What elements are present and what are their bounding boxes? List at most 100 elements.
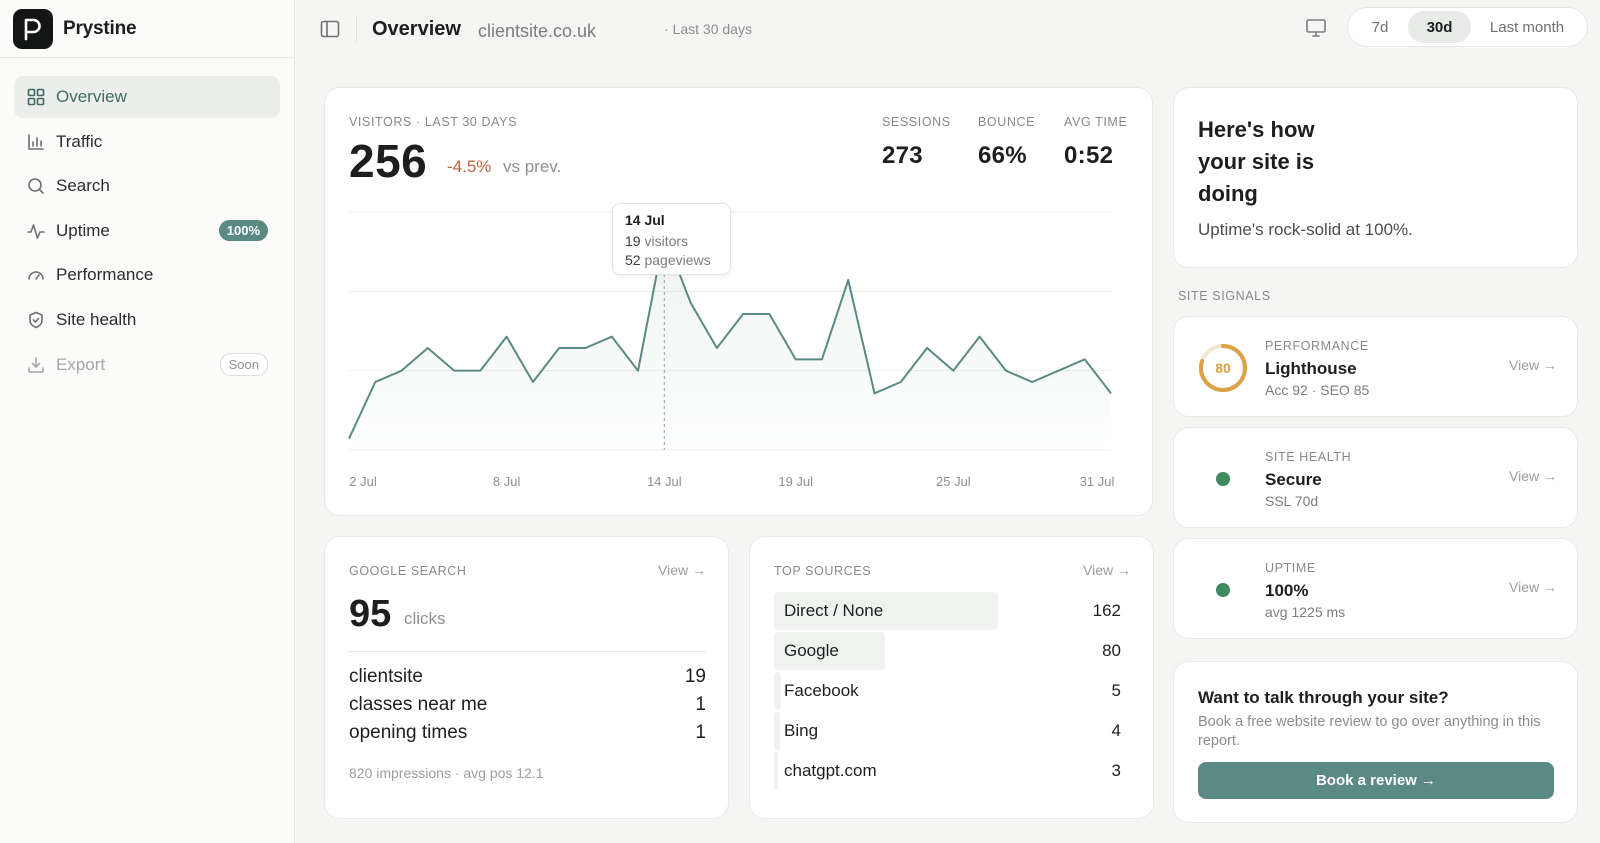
- query-clicks: 1: [695, 694, 706, 715]
- sidebar-item-traffic[interactable]: Traffic: [14, 121, 280, 163]
- uptime-view-link[interactable]: View →: [1509, 579, 1557, 595]
- top-sources-label: Top sources: [774, 564, 872, 578]
- performance-view-link[interactable]: View →: [1509, 357, 1557, 373]
- data-point: [1083, 357, 1087, 361]
- prystine-logo-icon[interactable]: [13, 8, 53, 49]
- site-domain: clientsite.co.uk: [477, 20, 597, 41]
- data-point: [1030, 380, 1034, 384]
- sidebar-item-uptime[interactable]: Uptime 100%: [14, 210, 280, 252]
- data-point: [347, 437, 351, 441]
- period-30d-button[interactable]: 30d: [1408, 11, 1471, 43]
- shield-icon: [26, 310, 46, 330]
- avg-time-stat: Avg time 0:52: [1064, 115, 1127, 170]
- summary-title: Here's how your site is doing: [1198, 117, 1315, 206]
- signal-caption: Uptime: [1265, 561, 1316, 575]
- uptime-signal-card[interactable]: Uptime 100% avg 1225 ms View →: [1173, 538, 1578, 639]
- review-cta-card: Want to talk through your site? Book a f…: [1173, 661, 1578, 823]
- performance-signal-card[interactable]: 80 Performance Lighthouse Acc 92 · SEO 8…: [1173, 316, 1578, 417]
- tooltip-date: 14 Jul: [625, 212, 665, 228]
- cta-subtitle: Book a free website review to go over an…: [1198, 714, 1541, 749]
- sidebar-item-performance[interactable]: Performance: [14, 254, 280, 296]
- period-7d-button[interactable]: 7d: [1371, 18, 1389, 36]
- google-clicks-count: 95: [349, 593, 392, 635]
- visitors-delta-suffix: vs prev.: [503, 157, 562, 176]
- source-value: 4: [1111, 721, 1121, 740]
- signal-texts: Performance Lighthouse Acc 92 · SEO 85: [1265, 339, 1369, 398]
- source-row[interactable]: chatgpt.com 3: [774, 752, 1121, 790]
- google-clicks-unit: clicks: [404, 609, 446, 628]
- data-point: [452, 369, 456, 373]
- source-bar: [774, 752, 778, 790]
- sidebar-item-overview[interactable]: Overview: [14, 76, 280, 118]
- source-value: 5: [1111, 681, 1121, 700]
- signal-sub: Acc 92 · SEO 85: [1265, 382, 1370, 398]
- google-search-label: Google Search: [349, 564, 467, 578]
- site-health-signal-card[interactable]: Site health Secure SSL 70d View →: [1173, 427, 1578, 528]
- sidebar-item-label: Overview: [56, 87, 127, 106]
- period-selector: 7d 30d Last month: [1347, 7, 1588, 47]
- visitors-delta: -4.5%: [447, 157, 492, 176]
- sidebar-item-site-health[interactable]: Site health: [14, 299, 280, 341]
- sidebar-toggle-icon[interactable]: [317, 16, 343, 42]
- visitors-label: Visitors · Last 30 days: [349, 115, 518, 129]
- query-row[interactable]: opening times 1: [349, 722, 706, 744]
- page-title: Overview: [372, 17, 461, 40]
- period-last-month-button[interactable]: Last month: [1489, 18, 1565, 36]
- score-ring-icon: 80: [1198, 343, 1248, 393]
- search-icon: [26, 176, 46, 196]
- data-point: [899, 380, 903, 384]
- site-health-view-link[interactable]: View →: [1509, 468, 1557, 484]
- query-row[interactable]: classes near me 1: [349, 694, 706, 716]
- signal-value: 100%: [1265, 581, 1309, 600]
- sessions-stat: Sessions 273: [882, 115, 951, 170]
- tooltip-visitors: 19 visitors: [625, 233, 689, 249]
- sidebar-item-label: Uptime: [56, 220, 110, 240]
- data-point: [715, 346, 719, 350]
- data-point: [978, 335, 982, 339]
- visitors-line: [348, 233, 1112, 440]
- bar-chart-icon: [26, 132, 46, 152]
- google-footer: 820 impressions · avg pos 12.1: [349, 765, 544, 781]
- status-dot-icon: [1198, 454, 1248, 504]
- data-point: [426, 346, 430, 350]
- data-point: [400, 369, 404, 373]
- stat-value: 66%: [978, 142, 1027, 169]
- sidebar-item-search[interactable]: Search: [14, 165, 280, 207]
- sources-view-link[interactable]: View →: [1083, 562, 1131, 578]
- stat-value: 273: [882, 142, 923, 169]
- stat-value: 0:52: [1064, 142, 1114, 169]
- source-row[interactable]: Facebook 5: [774, 672, 1121, 710]
- stat-label: Avg time: [1064, 115, 1128, 129]
- google-search-card: Google Search View → 95 clicks clientsit…: [324, 536, 729, 819]
- data-point: [794, 357, 798, 361]
- source-row[interactable]: Bing 4: [774, 712, 1121, 750]
- data-point: [846, 278, 850, 282]
- source-name: Bing: [784, 721, 819, 740]
- monitor-icon[interactable]: [1304, 16, 1328, 40]
- query-row[interactable]: clientsite 19: [349, 666, 706, 688]
- x-tick-label: 19 Jul: [778, 474, 814, 489]
- download-icon: [26, 355, 46, 375]
- book-review-button[interactable]: Book a review →: [1198, 762, 1554, 799]
- sidebar-item-label: Search: [56, 176, 110, 196]
- stat-label: Sessions: [882, 115, 951, 129]
- source-bar: [774, 672, 781, 710]
- data-point: [557, 346, 561, 350]
- sidebar-item-export: Export Soon: [14, 344, 280, 386]
- signal-texts: Uptime 100% avg 1225 ms: [1265, 561, 1345, 620]
- x-tick-label: 25 Jul: [935, 474, 971, 489]
- visitors-chart[interactable]: [325, 88, 1154, 517]
- summary-card: Here's how your site is doing Uptime's r…: [1173, 87, 1578, 268]
- source-row[interactable]: Google 80: [774, 632, 1121, 670]
- svg-text:80: 80: [1215, 360, 1231, 376]
- source-row[interactable]: Direct / None 162: [774, 592, 1121, 630]
- data-point: [1004, 369, 1008, 373]
- data-point: [636, 369, 640, 373]
- signal-caption: Site health: [1265, 450, 1352, 464]
- brand: Prystine: [0, 0, 294, 58]
- google-view-link[interactable]: View →: [658, 562, 706, 578]
- source-value: 80: [1102, 641, 1121, 660]
- source-bar: [774, 712, 780, 750]
- signal-value: Secure: [1265, 470, 1322, 489]
- data-point: [741, 312, 745, 316]
